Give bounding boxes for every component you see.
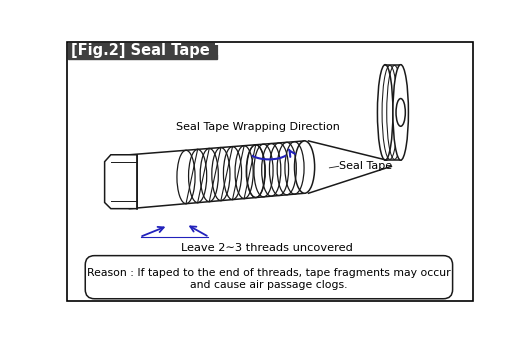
Ellipse shape: [295, 141, 315, 193]
Text: [Fig.2] Seal Tape Termination: [Fig.2] Seal Tape Termination: [71, 43, 314, 58]
Text: Reason : If taped to the end of threads, tape fragments may occur: Reason : If taped to the end of threads,…: [87, 268, 451, 278]
Text: Leave 2∼3 threads uncovered: Leave 2∼3 threads uncovered: [181, 242, 353, 253]
Polygon shape: [105, 155, 137, 209]
Text: Seal Tape Wrapping Direction: Seal Tape Wrapping Direction: [176, 122, 340, 132]
Bar: [68, 43, 217, 58]
Text: and cause air passage clogs.: and cause air passage clogs.: [190, 279, 348, 289]
Ellipse shape: [396, 99, 405, 126]
Text: Seal Tape: Seal Tape: [339, 161, 392, 171]
Ellipse shape: [393, 65, 408, 160]
FancyBboxPatch shape: [85, 256, 453, 299]
